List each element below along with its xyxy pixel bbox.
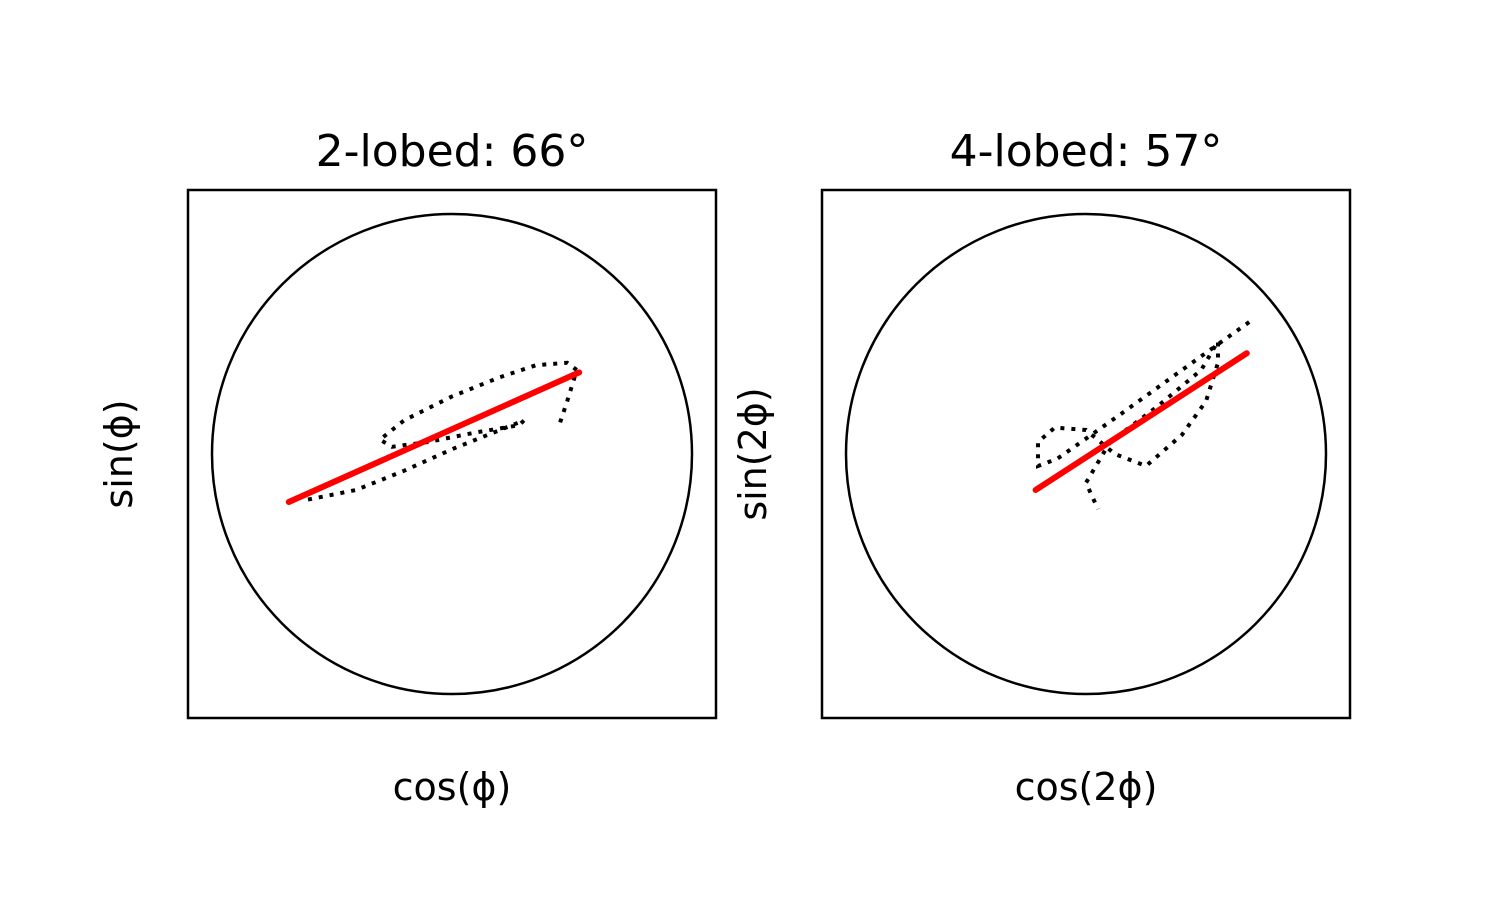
panel-4-lobed-frame (820, 188, 1352, 720)
panel-4-lobed-ylabel: sin(2ϕ) (731, 387, 775, 520)
panel-4-lobed-mean-direction-line (1032, 350, 1250, 493)
panel-2-lobed-frame (186, 188, 718, 720)
panel-4-lobed: 4-lobed: 57° cos(2ϕ) sin(2ϕ) (731, 126, 1352, 809)
panel-4-lobed-xlabel: cos(2ϕ) (1015, 765, 1158, 809)
panel-4-lobed-trace-line (1036, 320, 1251, 511)
panel-2-lobed: 2-lobed: 66° cos(ϕ) sin(ϕ) (97, 126, 718, 809)
panel-2-lobed-unit-circle (210, 212, 694, 696)
panel-2-lobed-mean-direction-line (285, 369, 583, 505)
panel-4-lobed-unit-circle (844, 212, 1328, 696)
panel-2-lobed-xlabel: cos(ϕ) (393, 765, 512, 809)
panel-4-lobed-plot (844, 212, 1328, 696)
panel-2-lobed-plot (210, 212, 694, 696)
panel-2-lobed-ylabel: sin(ϕ) (97, 399, 141, 508)
panel-4-lobed-title: 4-lobed: 57° (950, 126, 1223, 177)
panel-2-lobed-title: 2-lobed: 66° (316, 126, 589, 177)
